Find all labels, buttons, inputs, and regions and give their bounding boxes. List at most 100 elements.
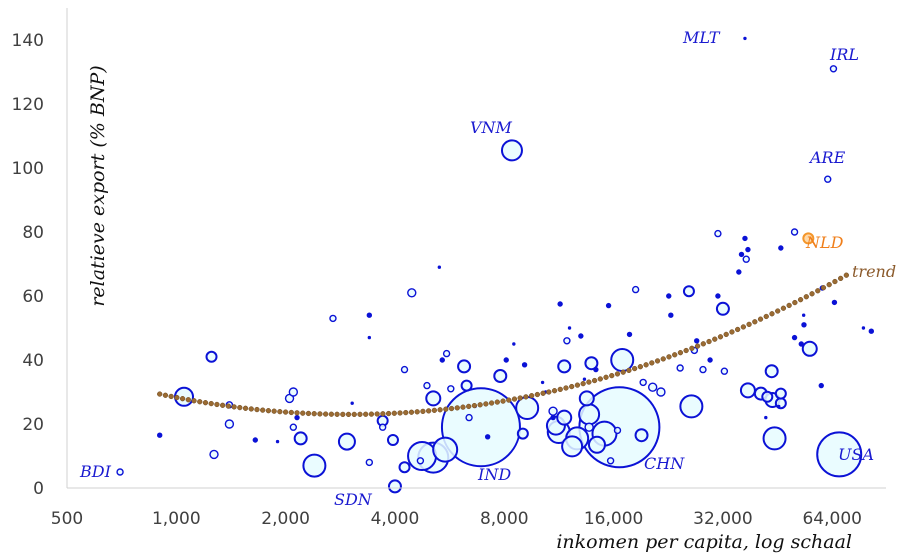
trend-marker <box>431 407 438 413</box>
trend-marker <box>620 369 626 375</box>
trend-marker <box>649 360 655 366</box>
x-tick-label: 16,000 <box>584 509 643 529</box>
data-point <box>582 377 587 381</box>
annotation-sdn: SDN <box>334 490 373 509</box>
data-point <box>157 432 163 438</box>
annotation-nld: NLD <box>805 233 844 252</box>
trend-marker <box>260 407 266 413</box>
trend-marker <box>820 285 827 291</box>
data-point <box>626 331 633 338</box>
data-point <box>548 406 558 416</box>
trend-marker <box>300 410 306 416</box>
trend-marker <box>803 294 809 300</box>
data-point <box>679 394 704 419</box>
trend-marker <box>214 401 220 408</box>
point-vnm <box>500 139 523 162</box>
trend-marker <box>740 324 747 330</box>
point-are <box>824 175 832 183</box>
data-point <box>484 434 491 440</box>
data-point <box>493 369 508 383</box>
trend-marker <box>517 395 523 401</box>
data-point <box>329 314 337 323</box>
trend-marker <box>305 410 312 417</box>
data-point <box>778 245 784 251</box>
data-point <box>460 379 473 392</box>
trend-marker <box>157 391 163 397</box>
data-point <box>714 229 722 238</box>
data-point <box>578 390 595 407</box>
trend-marker <box>254 406 260 413</box>
x-tick-label: 4,000 <box>371 509 420 529</box>
trend-marker <box>494 399 500 405</box>
trend-marker <box>746 321 752 328</box>
annotation-ind: IND <box>477 465 511 484</box>
trend-marker <box>351 411 357 418</box>
trend-marker <box>271 408 277 414</box>
trend-marker <box>391 410 397 416</box>
trend-marker <box>197 399 203 405</box>
trend-marker <box>694 343 701 349</box>
point-mlt <box>743 36 747 41</box>
trend-marker <box>403 409 409 416</box>
trend-marker <box>311 411 317 417</box>
data-point <box>516 427 529 440</box>
data-point <box>699 365 707 374</box>
trend-marker <box>729 329 735 335</box>
trend-marker <box>448 405 455 412</box>
trend-marker <box>168 393 174 400</box>
trend-marker <box>437 407 443 413</box>
data-point <box>584 422 594 432</box>
point-bdi <box>116 468 124 476</box>
trend-marker <box>340 411 346 418</box>
x-tick-label: 32,000 <box>693 509 752 529</box>
trend-marker <box>374 411 380 417</box>
data-point <box>367 335 372 340</box>
trend-marker <box>603 374 609 380</box>
trend-marker <box>345 411 352 418</box>
trend-marker <box>574 382 581 388</box>
y-tick-label: 0 <box>33 479 44 499</box>
trend-marker <box>242 405 249 411</box>
data-point <box>818 382 824 389</box>
trend-marker <box>757 316 764 322</box>
trend-marker <box>660 356 666 362</box>
data-point <box>610 348 635 372</box>
data-point <box>798 341 804 347</box>
trend-marker <box>425 408 432 414</box>
annotation-trend: trend <box>852 262 896 281</box>
trend-marker <box>265 408 272 414</box>
data-point <box>407 441 438 471</box>
trend-marker <box>488 400 495 406</box>
data-point <box>293 431 308 446</box>
trend-marker <box>231 404 237 410</box>
trend-marker <box>643 362 649 368</box>
data-point <box>425 390 442 407</box>
data-point <box>439 357 445 363</box>
trend-marker <box>219 402 226 408</box>
data-point <box>777 404 781 409</box>
data-point <box>861 326 866 330</box>
trend-marker <box>500 398 506 404</box>
trend-marker <box>294 410 300 416</box>
points-layer <box>116 36 875 494</box>
data-point <box>831 299 838 306</box>
annotation-vnm: VNM <box>470 118 513 137</box>
trend-marker <box>540 390 546 396</box>
data-point <box>801 340 818 357</box>
data-point <box>605 302 612 309</box>
trend-marker <box>202 400 209 406</box>
data-point <box>682 285 695 298</box>
trend-marker <box>614 371 621 377</box>
trend-marker <box>689 345 695 351</box>
data-point <box>656 387 666 397</box>
data-point <box>252 437 258 443</box>
trend-marker <box>734 326 741 333</box>
x-tick-label: 1,000 <box>152 509 201 529</box>
trend-marker <box>569 383 575 390</box>
trend-marker <box>357 411 363 417</box>
x-axis-title: inkomen per capita, log schaal <box>556 531 852 553</box>
data-point <box>400 365 409 374</box>
data-point <box>707 357 713 363</box>
data-point <box>593 366 599 373</box>
trend-marker <box>677 350 684 356</box>
